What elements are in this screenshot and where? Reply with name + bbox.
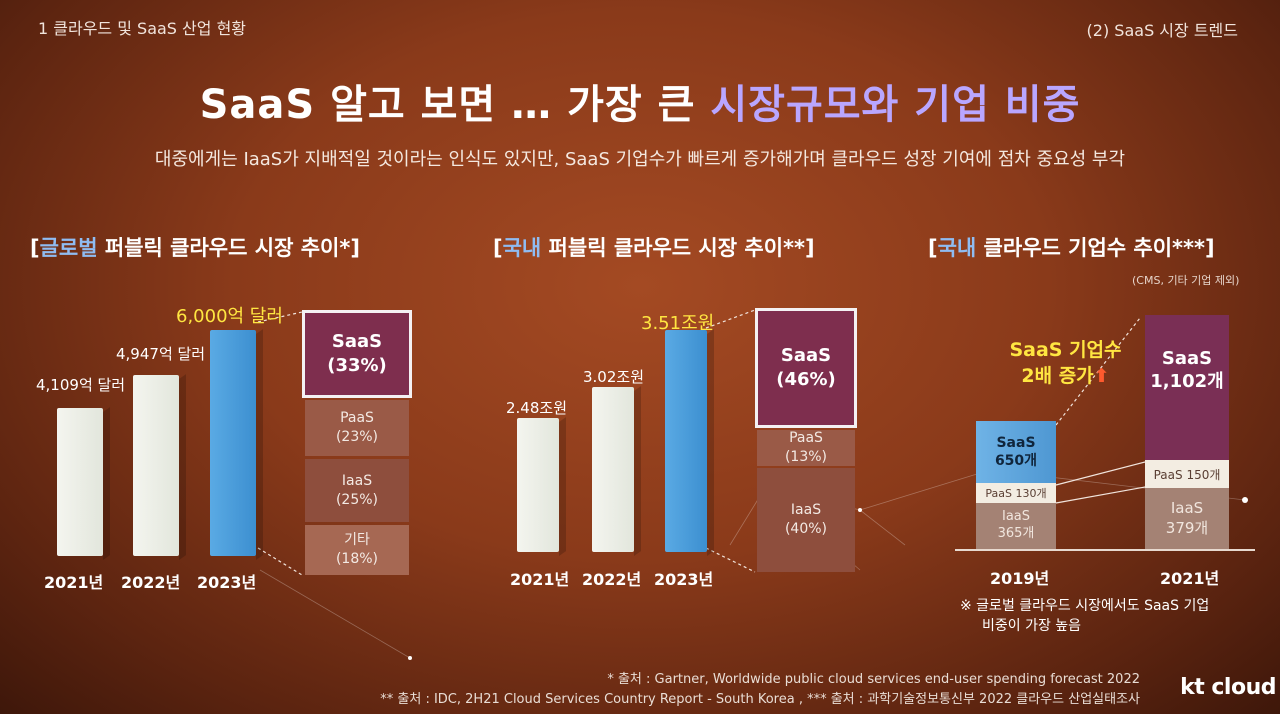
stack-label: PaaS 150개 [1153,467,1221,482]
stack-count: 1,102개 [1150,371,1224,393]
growth-callout: SaaS 기업수 2배 증가⬆ [998,338,1133,389]
stack-2021-saas: SaaS 1,102개 [1145,315,1229,460]
segment-domestic-paas: PaaS (13%) [757,430,855,466]
stack-2019-iaas: IaaS 365개 [976,503,1056,549]
bar-global-2022 [133,375,179,556]
remark-line1: ※ 글로벌 클라우드 시장에서도 SaaS 기업 [960,598,1210,614]
bar-label-global-2023: 6,000억 달러 [176,306,283,327]
title-bracket: [ [30,236,40,260]
segment-global-iaas: IaaS (25%) [305,459,409,522]
bar-label-global-2021: 4,109억 달러 [36,376,126,394]
seg-pct: (13%) [784,449,828,465]
title-rest: 퍼블릭 클라우드 시장 추이*] [97,236,360,260]
year-domestic-2021: 2021년 [510,570,570,589]
callout-line1: SaaS 기업수 [1009,339,1122,361]
segment-global-paas: PaaS (23%) [305,400,409,456]
stack-count: 650개 [994,453,1038,469]
bar-global-2021 [57,408,103,556]
seg-name: SaaS [780,344,832,366]
remark-line2: 비중이 가장 높음 [982,617,1082,634]
seg-pct: (46%) [776,369,836,390]
stack-label: IaaS [1170,499,1204,517]
year-global-2023: 2023년 [197,573,257,592]
year-domestic-2022: 2022년 [582,570,642,589]
segment-domestic-saas: SaaS (46%) [755,308,857,428]
bar-domestic-2023 [665,330,707,552]
bar-label-global-2022: 4,947억 달러 [116,345,206,363]
section-label: (2) SaaS 시장 트렌드 [1086,21,1238,40]
year-companies-2021: 2021년 [1160,569,1220,588]
seg-name: IaaS [790,502,822,519]
seg-name: PaaS [340,410,374,427]
seg-pct: (18%) [335,551,379,567]
title-main: SaaS 알고 보면 … 가장 큰 [199,82,711,128]
stack-label: PaaS 130개 [985,487,1047,500]
title-bracket: [ [493,236,503,260]
bar-label-domestic-2023: 3.51조원 [641,313,715,334]
page-title: SaaS 알고 보면 … 가장 큰 시장규모와 기업 비중 [0,72,1280,130]
callout-line2: 2배 증가 [1021,364,1094,387]
remark: ※ 글로벌 클라우드 시장에서도 SaaS 기업 비중이 가장 높음 [960,597,1209,636]
seg-pct: (33%) [327,355,387,376]
chart-title-companies: [국내 클라우드 기업수 추이***] [928,232,1215,262]
stack-label: SaaS [1161,348,1213,369]
stack-count: 379개 [1165,518,1209,537]
title-highlight: 시장규모와 기업 비중 [710,82,1081,128]
seg-name: IaaS [341,472,373,489]
bar-domestic-2021 [517,418,559,552]
chart-note: (CMS, 기타 기업 제외) [1132,274,1240,287]
breadcrumb: 1 클라우드 및 SaaS 산업 현황 [38,19,247,38]
title-highlight-companies: 국내 [937,236,977,260]
bar-label-domestic-2021: 2.48조원 [506,399,567,417]
seg-name: PaaS [789,430,823,447]
stack-2019-paas: PaaS 130개 [976,483,1056,503]
chart-title-global: [글로벌 퍼블릭 클라우드 시장 추이*] [30,232,360,262]
seg-name: SaaS [331,330,383,352]
stack-count: 365개 [997,526,1035,541]
stack-label: SaaS [996,434,1036,451]
title-rest: 퍼블릭 클라우드 시장 추이**] [541,236,815,260]
title-highlight-domestic: 국내 [502,236,542,260]
stack-label: IaaS [1001,509,1031,525]
year-global-2021: 2021년 [44,573,104,592]
seg-pct: (25%) [335,491,379,508]
segment-global-etc: 기타 (18%) [305,525,409,575]
stack-2021-paas: PaaS 150개 [1145,460,1229,488]
segment-global-saas: SaaS (33%) [302,310,412,398]
kt-cloud-logo: kt cloud [1180,675,1276,700]
year-domestic-2023: 2023년 [654,570,714,589]
title-rest: 클라우드 기업수 추이***] [976,236,1215,260]
year-global-2022: 2022년 [121,573,181,592]
footnote-2: ** 출처 : IDC, 2H21 Cloud Services Country… [380,692,1140,707]
footnote-1: * 출처 : Gartner, Worldwide public cloud s… [607,672,1140,687]
baseline [955,549,1255,551]
stack-2021-iaas: IaaS 379개 [1145,488,1229,549]
seg-pct: (23%) [335,429,379,445]
year-companies-2019: 2019년 [990,569,1050,588]
bar-domestic-2022 [592,387,634,552]
title-bracket: [ [928,236,938,260]
segment-domestic-iaas: IaaS (40%) [757,468,855,572]
title-highlight-global: 글로벌 [39,236,98,260]
chart-title-domestic: [국내 퍼블릭 클라우드 시장 추이**] [493,232,815,262]
seg-name: 기타 [344,532,370,549]
seg-pct: (40%) [784,521,828,537]
bar-label-domestic-2022: 3.02조원 [583,368,644,386]
bar-global-2023 [210,330,256,556]
page-subtitle: 대중에게는 IaaS가 지배적일 것이라는 인식도 있지만, SaaS 기업수가… [154,149,1126,170]
arrow-up-icon: ⬆ [1093,364,1110,387]
stack-2019-saas: SaaS 650개 [976,421,1056,483]
